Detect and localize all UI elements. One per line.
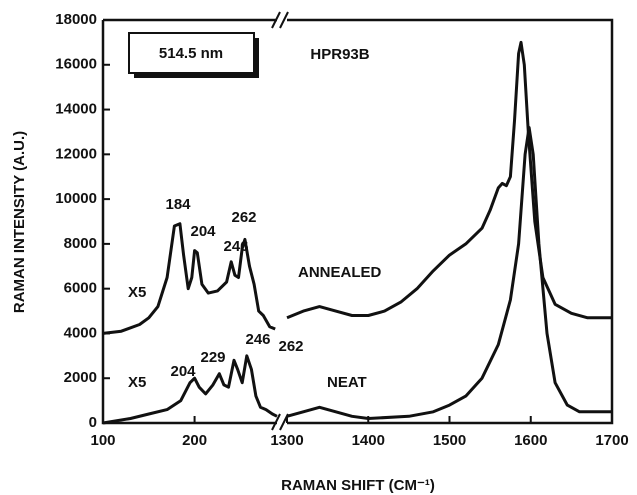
inset-box [128,32,255,74]
x-tick-label: 100 [90,432,115,449]
peak-label: 246 [245,331,270,348]
y-tick-label: 6000 [64,280,97,297]
y-axis-label: RAMAN INTENSITY (A.U.) [11,131,28,313]
y-tick-label: 14000 [55,101,97,118]
x-tick-label: 200 [182,432,207,449]
y-tick-label: 0 [89,414,97,431]
y-tick-label: 18000 [55,11,97,28]
peak-label: 246 [223,238,248,255]
series-line [102,126,612,425]
y-tick-label: 12000 [55,145,97,162]
x-tick-label: 1400 [352,432,385,449]
y-tick-label: 10000 [55,190,97,207]
x-tick-label: 1600 [514,432,547,449]
y-tick-label: 4000 [64,324,97,341]
series-label: ANNEALED [298,264,382,281]
peak-label: 262 [231,209,256,226]
series-label: NEAT [327,374,367,391]
scale-note: X5 [128,374,146,391]
inset-label: 514.5 nm [159,45,223,62]
x-tick-label: 1700 [595,432,628,449]
y-tick-label: 16000 [55,56,97,73]
x-tick-label: 1300 [270,432,303,449]
peak-label: 229 [200,349,225,366]
x-tick-label: 1500 [433,432,466,449]
y-tick-label: 2000 [64,369,97,386]
peak-label: 262 [278,338,303,355]
x-axis-label: RAMAN SHIFT (CM⁻¹) [281,477,435,494]
axis-break [271,11,289,431]
y-tick-label: 8000 [64,235,97,252]
peak-label: 204 [190,223,216,240]
peak-label: 184 [165,196,191,213]
sample-label: HPR93B [310,46,369,63]
scale-note: X5 [128,284,146,301]
peak-label: 204 [170,363,196,380]
